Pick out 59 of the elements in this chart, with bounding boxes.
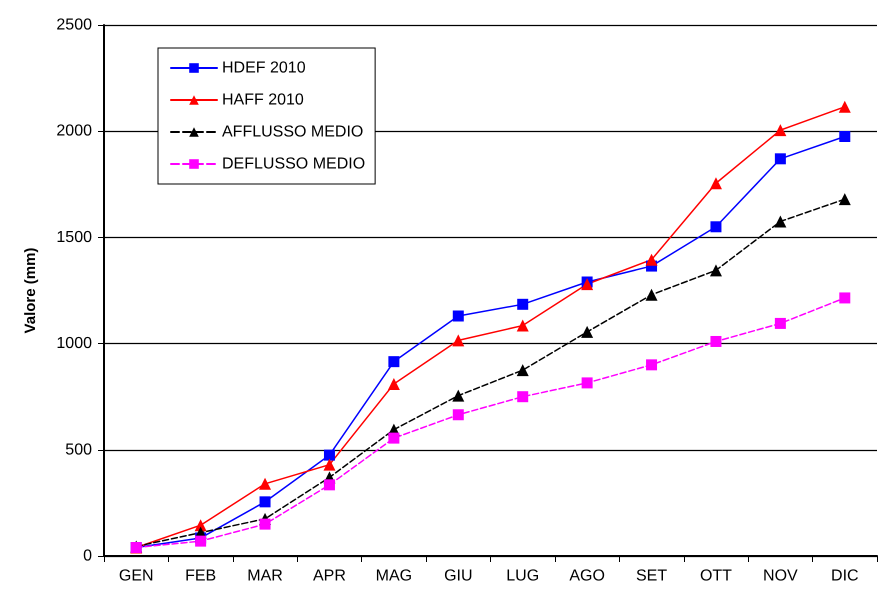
x-tick-label: OTT <box>700 568 732 584</box>
y-tick-label: 500 <box>65 441 92 458</box>
point <box>260 496 271 508</box>
point <box>452 409 464 420</box>
x-tick-label: NOV <box>763 568 798 584</box>
point <box>838 100 851 113</box>
point <box>582 377 593 388</box>
y-tick-label: 1500 <box>56 228 92 246</box>
point <box>323 458 336 471</box>
point <box>774 318 786 329</box>
x-tick-label: FEB <box>185 568 216 584</box>
point <box>839 131 850 142</box>
x-tick-label: AGO <box>569 568 605 584</box>
point <box>774 153 786 164</box>
x-tick-label: APR <box>313 568 346 584</box>
point <box>452 390 464 402</box>
y-axis-title: Valore (mm) <box>22 248 39 334</box>
point <box>646 254 658 266</box>
point <box>839 292 850 304</box>
point <box>516 364 529 376</box>
point <box>260 518 271 530</box>
y-tick-label: 2000 <box>56 122 92 140</box>
x-tick-label: DIC <box>831 568 859 584</box>
point <box>452 334 464 346</box>
point <box>195 536 206 547</box>
x-tick-label: SET <box>636 568 668 584</box>
x-tick-label: MAR <box>247 568 283 584</box>
point <box>581 278 594 290</box>
point <box>324 479 335 490</box>
point <box>324 450 335 461</box>
point <box>581 326 594 338</box>
point <box>259 478 272 490</box>
legend-label: HAFF 2010 <box>222 92 304 108</box>
point <box>838 193 851 206</box>
point <box>516 320 529 332</box>
point <box>646 359 658 370</box>
x-tick-label: LUG <box>506 568 540 584</box>
point <box>452 310 464 322</box>
y-tick-label: 2500 <box>56 16 92 34</box>
point <box>517 298 528 310</box>
y-tick-label: 1000 <box>56 335 92 352</box>
legend-label: DEFLUSSO MEDIO <box>222 156 366 172</box>
x-tick-label: GIU <box>444 568 473 584</box>
point <box>710 177 722 190</box>
y-tick-label: 0 <box>83 548 92 564</box>
point <box>774 124 786 136</box>
point <box>517 391 528 402</box>
point <box>388 378 400 390</box>
legend-label: AFFLUSSO MEDIO <box>222 124 364 140</box>
x-tick-label: MAG <box>376 568 412 584</box>
point <box>710 221 722 232</box>
point <box>710 264 722 276</box>
point <box>774 215 786 228</box>
point <box>388 432 400 444</box>
point <box>646 288 658 301</box>
legend-label: HDEF 2010 <box>222 60 306 76</box>
x-tick-label: GEN <box>118 568 154 584</box>
point <box>710 336 722 347</box>
point <box>388 356 400 368</box>
